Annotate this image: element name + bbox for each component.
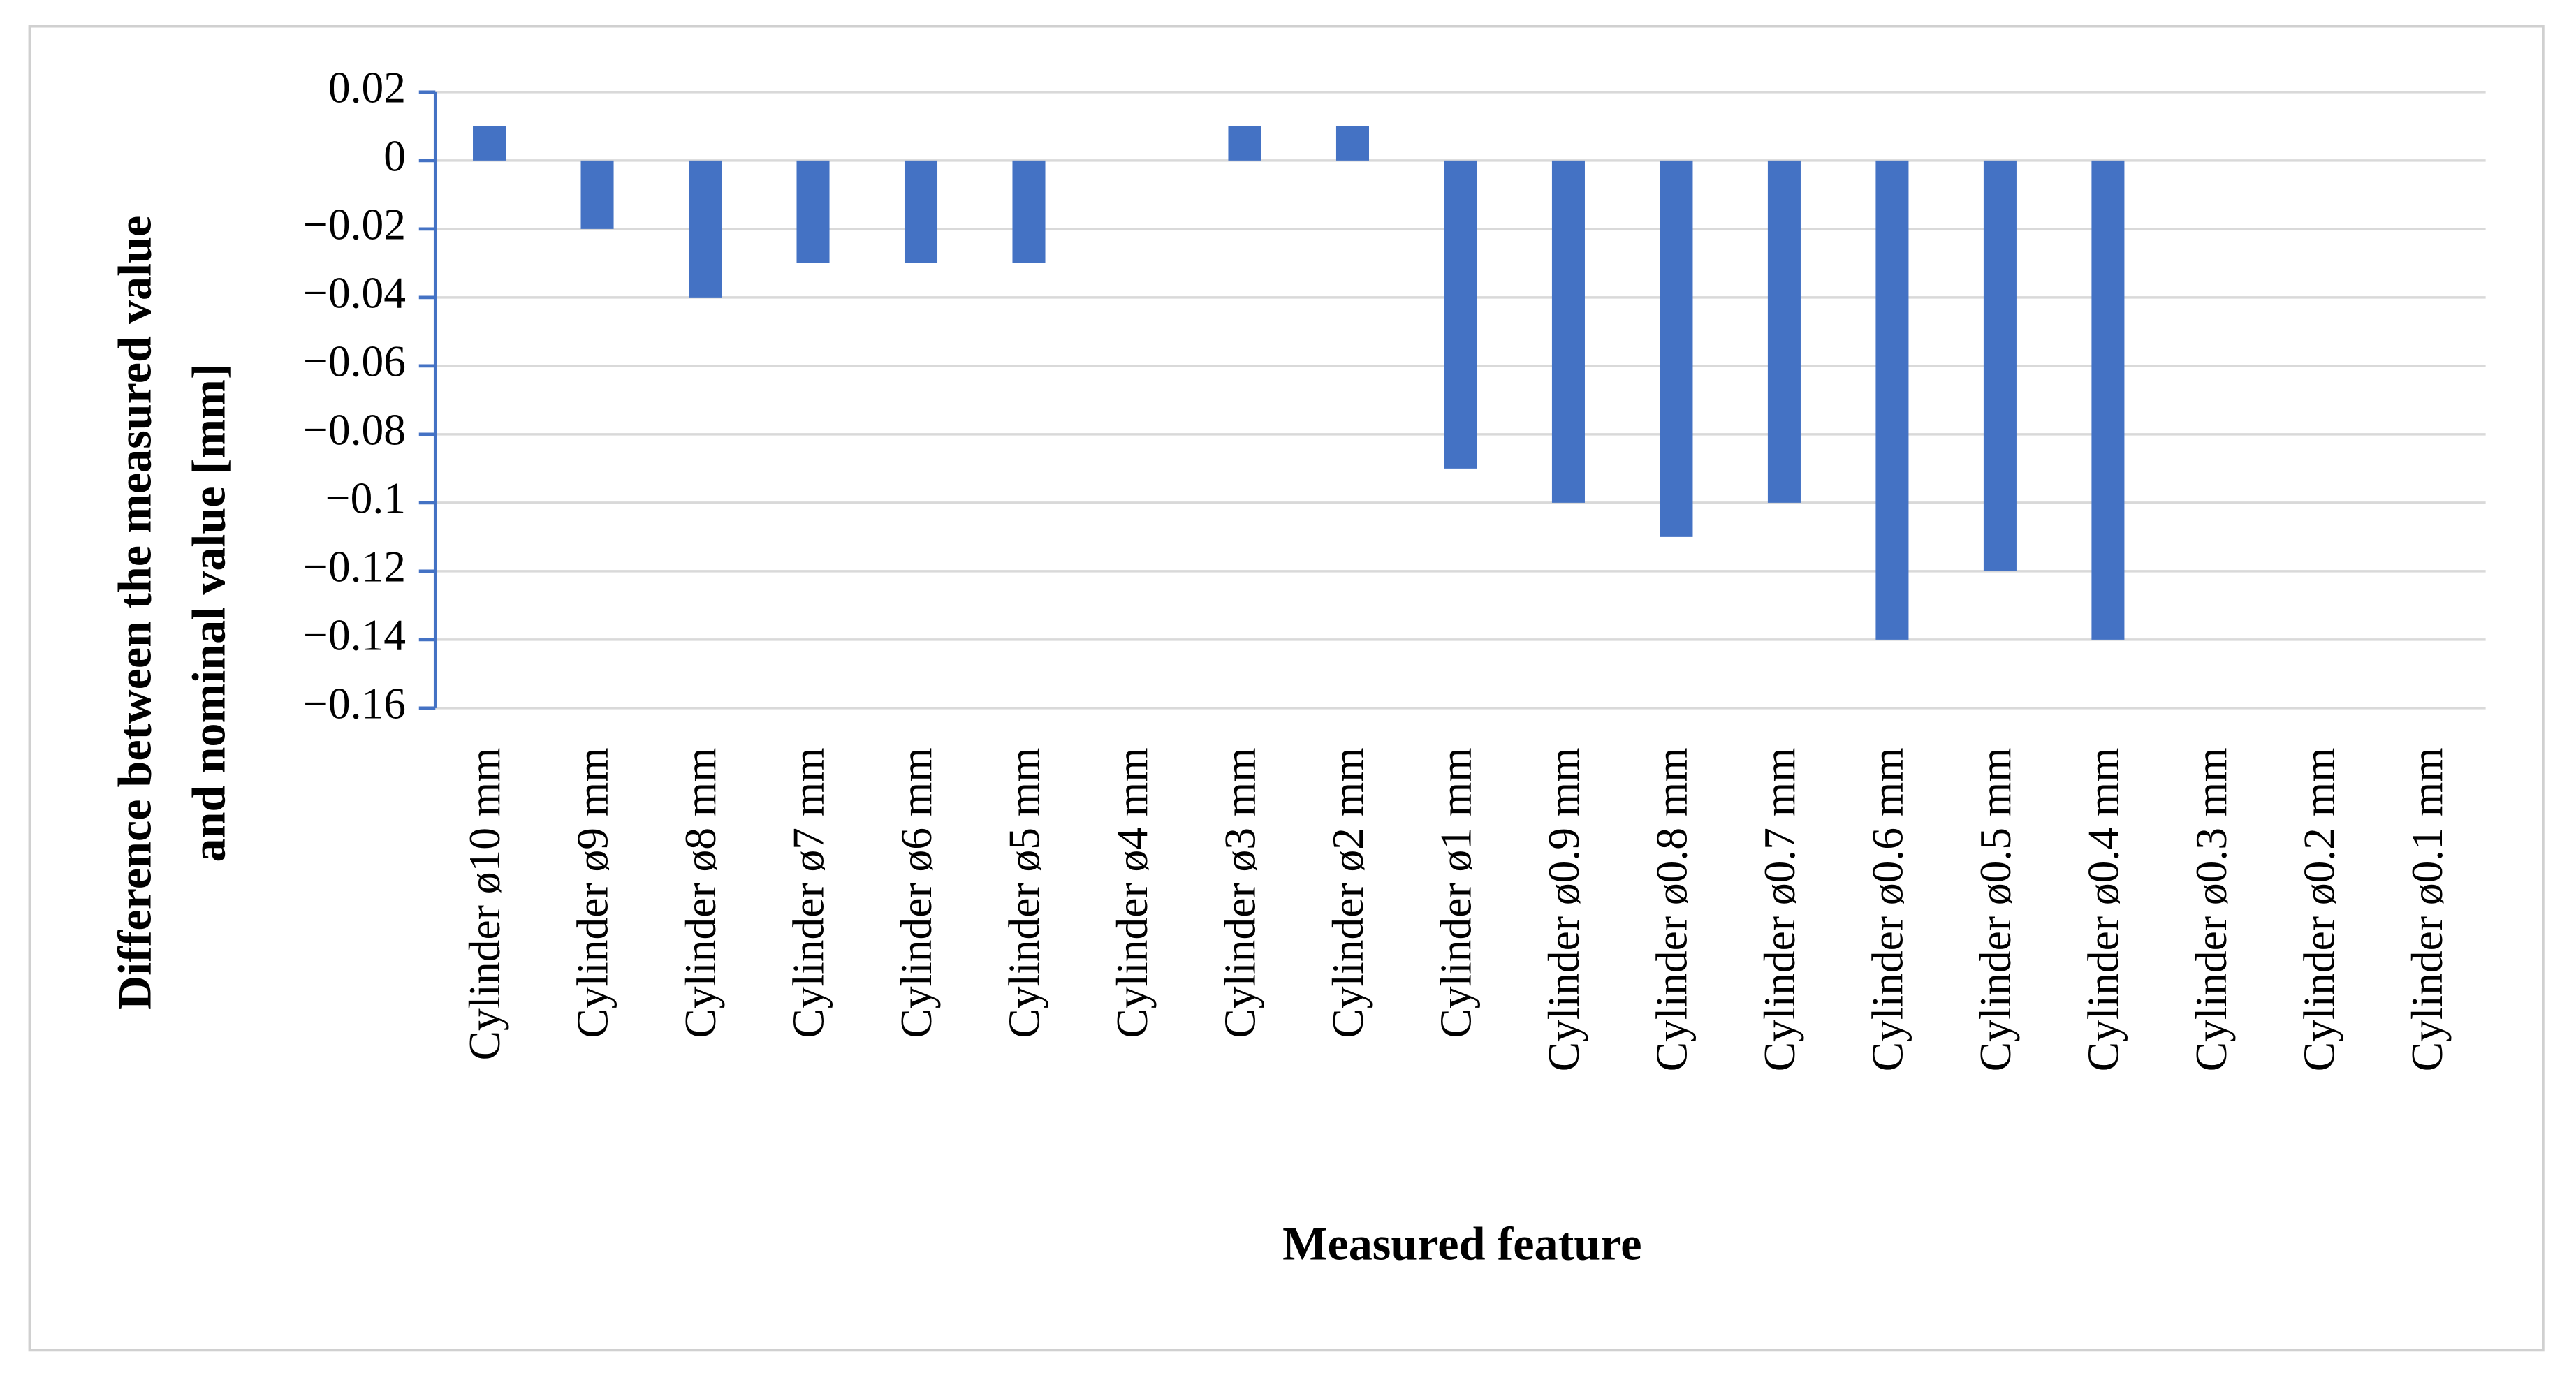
x-tick-label: Cylinder ø7 mm: [784, 747, 833, 1038]
x-axis-title: Measured feature: [1282, 1217, 1641, 1270]
x-tick-label: Cylinder ø3 mm: [1215, 747, 1265, 1038]
y-tick-label: −0.06: [303, 336, 406, 386]
x-tick-label: Cylinder ø0.7 mm: [1755, 747, 1804, 1071]
bar: [1875, 160, 1909, 640]
y-tick-label: −0.08: [303, 404, 406, 454]
x-tick-label: Cylinder ø0.3 mm: [2186, 747, 2236, 1071]
x-tick-label: Cylinder ø0.9 mm: [1539, 747, 1588, 1071]
x-tick-label: Cylinder ø0.6 mm: [1863, 747, 1912, 1071]
y-axis-title: Difference between the measured value an…: [108, 216, 235, 1010]
x-tick-label: Cylinder ø4 mm: [1107, 747, 1157, 1038]
y-tick-label: −0.12: [303, 541, 406, 591]
x-tick-label: Cylinder ø9 mm: [568, 747, 617, 1038]
bar: [689, 160, 722, 298]
bar: [1983, 160, 2017, 571]
x-tick-label: Cylinder ø0.8 mm: [1647, 747, 1697, 1071]
bar: [1012, 160, 1046, 263]
bar: [473, 126, 506, 161]
bar: [1551, 160, 1585, 503]
x-tick-label: Cylinder ø0.4 mm: [2078, 747, 2128, 1071]
x-tick-label: Cylinder ø2 mm: [1323, 747, 1373, 1038]
y-tick-label: −0.14: [303, 610, 406, 659]
y-tick-label: −0.16: [303, 678, 406, 728]
x-tick-label: Cylinder ø8 mm: [675, 747, 725, 1038]
x-tick-label: Cylinder ø1 mm: [1431, 747, 1481, 1038]
bar: [580, 160, 614, 229]
y-tick-label: 0: [383, 131, 406, 180]
bar: [2091, 160, 2125, 640]
y-tick-label: 0.02: [328, 62, 406, 112]
chart-frame: [28, 25, 2545, 1352]
x-tick-label: Cylinder ø0.5 mm: [1970, 747, 2020, 1071]
bar: [1767, 160, 1801, 503]
bar: [1660, 160, 1693, 537]
x-tick-label: Cylinder ø5 mm: [1000, 747, 1049, 1038]
y-tick-label: −0.1: [325, 473, 406, 522]
x-tick-label: Cylinder ø10 mm: [460, 747, 509, 1060]
x-tick-label: Cylinder ø0.2 mm: [2294, 747, 2343, 1071]
x-tick-label: Cylinder ø0.1 mm: [2402, 747, 2452, 1071]
bar: [796, 160, 830, 263]
bar: [1228, 126, 1261, 161]
bar: [1444, 160, 1477, 469]
bar: [1335, 126, 1369, 161]
y-axis-title-line: Difference between the measured value: [108, 216, 161, 1010]
y-tick-label: −0.02: [303, 199, 406, 249]
x-tick-label: Cylinder ø6 mm: [891, 747, 941, 1038]
y-tick-label: −0.04: [303, 267, 406, 317]
y-axis-title-line: and nominal value [mm]: [182, 363, 235, 862]
bar: [904, 160, 938, 263]
